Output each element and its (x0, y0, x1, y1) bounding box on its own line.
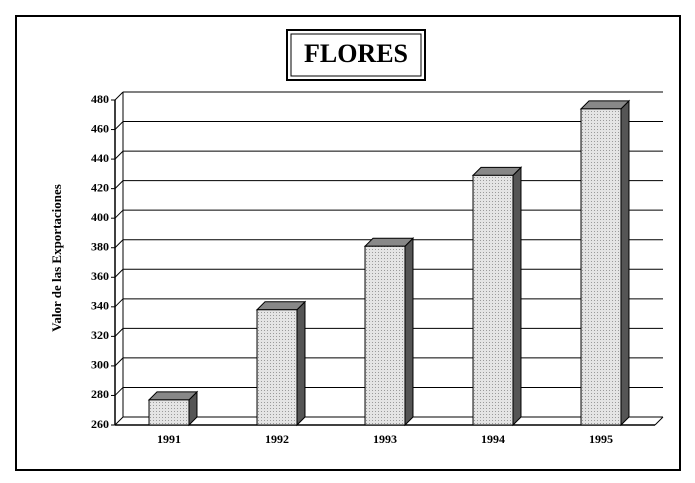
bar (580, 108, 622, 426)
x-tick-label: 1992 (265, 432, 289, 446)
floor-right (654, 416, 664, 426)
x-tick-label: 1995 (589, 432, 613, 446)
bar-side (620, 99, 630, 427)
bar-top (255, 301, 307, 311)
y-tick-label: 360 (91, 269, 109, 283)
y-tick-label: 420 (91, 180, 109, 194)
y-tick-label: 300 (91, 358, 109, 372)
title-box-inner (290, 33, 422, 77)
x-tick-label: 1993 (373, 432, 397, 446)
grid-line-side (114, 121, 124, 130)
grid-line-side (114, 328, 124, 337)
grid-line-side (114, 150, 124, 160)
x-tick-label: 1991 (157, 432, 181, 446)
bar-top (147, 391, 199, 401)
grid-line-side (114, 91, 124, 101)
bar-top (471, 166, 523, 176)
y-tick-label: 480 (91, 92, 109, 106)
bar-side (512, 166, 522, 427)
bar (256, 309, 298, 426)
grid-line-side (114, 387, 124, 396)
bar-side (404, 237, 414, 427)
grid-line-side (114, 357, 124, 367)
bar-side (296, 300, 306, 427)
chart-title: FLORES (304, 39, 408, 68)
y-tick-label: 400 (91, 210, 109, 224)
y-tick-label: 460 (91, 121, 109, 135)
bar (364, 245, 406, 426)
y-tick-label: 280 (91, 387, 109, 401)
y-tick-label: 440 (91, 151, 109, 165)
title-box (286, 29, 426, 81)
y-tick-label: 380 (91, 239, 109, 253)
grid-line-side (114, 298, 124, 308)
y-tick-label: 320 (91, 328, 109, 342)
y-tick-label: 260 (91, 417, 109, 431)
x-tick-label: 1994 (481, 432, 505, 446)
bar (472, 174, 514, 426)
bar (148, 399, 190, 426)
y-tick-label: 340 (91, 299, 109, 313)
bar-top (363, 237, 415, 247)
grid-line-side (114, 239, 124, 249)
grid-line-side (114, 416, 124, 426)
y-axis-label: Valor de las Exportaciones (49, 184, 64, 332)
grid-line-side (114, 180, 124, 189)
grid-line-side (114, 268, 124, 278)
bar-top (579, 100, 631, 110)
grid-line-side (114, 209, 124, 219)
